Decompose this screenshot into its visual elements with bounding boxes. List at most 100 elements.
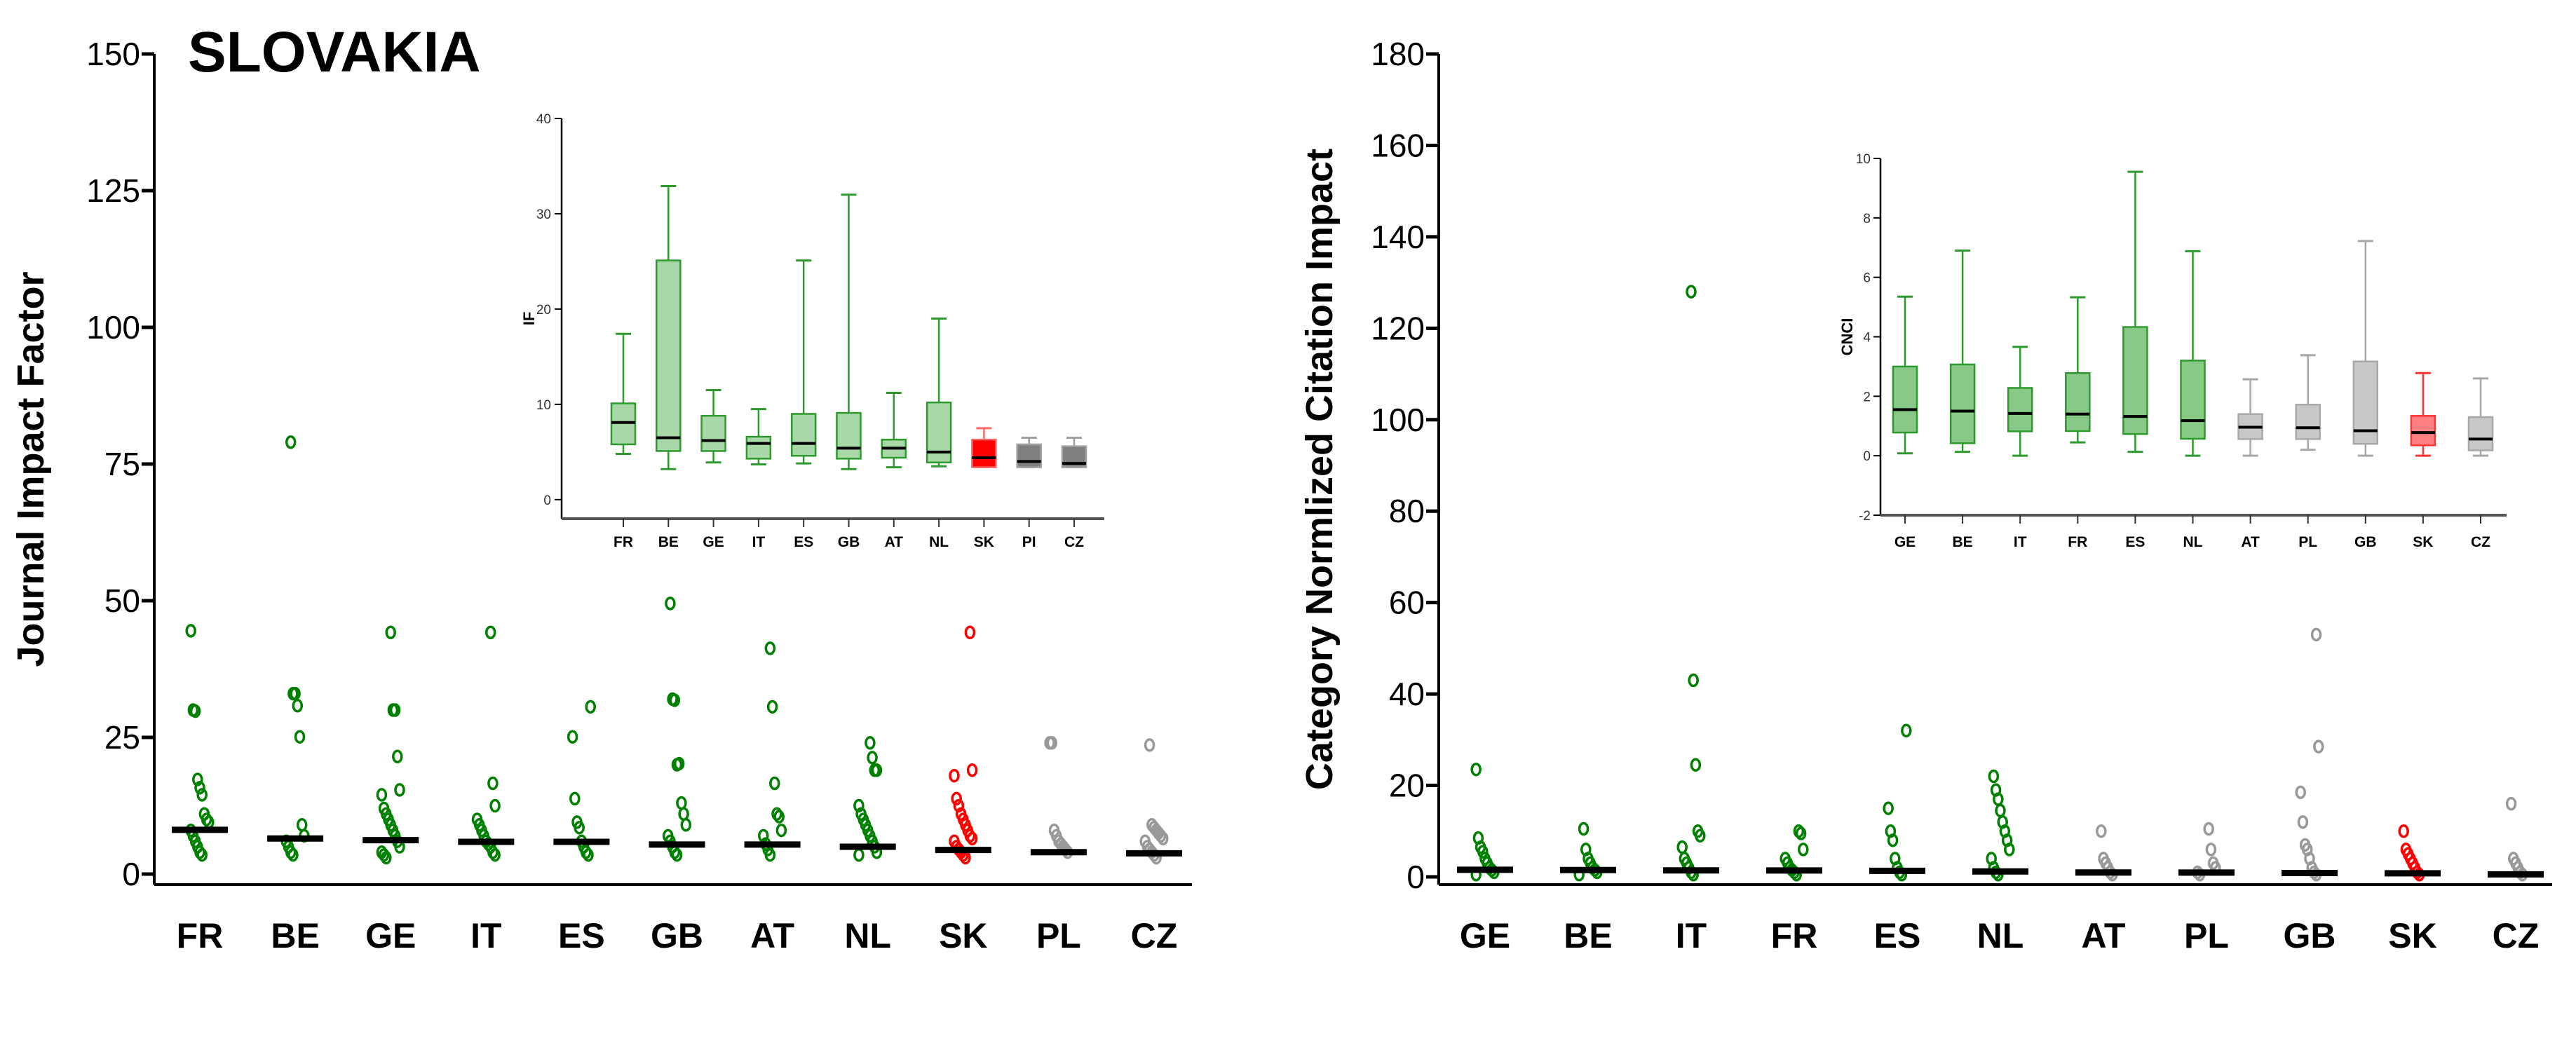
data-point	[680, 818, 692, 832]
y-axis-title: IF	[520, 312, 538, 326]
data-point	[1995, 803, 2006, 818]
x-tick-label: NL	[1977, 916, 2024, 955]
data-point	[769, 776, 780, 791]
data-point	[1901, 723, 1912, 738]
x-tick-label: GE	[1460, 916, 1510, 955]
data-point	[385, 625, 396, 639]
chart-title: SLOVAKIA	[188, 20, 481, 84]
data-point	[392, 749, 403, 764]
data-point	[189, 704, 201, 718]
box	[790, 413, 817, 457]
x-tick-label: FR	[177, 916, 224, 955]
y-tick-label: 40	[536, 112, 551, 127]
y-tick-label: 40	[1389, 676, 1425, 712]
x-tick-label: SK	[2413, 534, 2433, 550]
box	[745, 435, 772, 460]
y-tick-label: 75	[104, 446, 140, 482]
y-tick-label: 0	[543, 493, 551, 508]
x-tick-label: CZ	[2493, 916, 2540, 955]
data-point	[764, 847, 776, 862]
data-point	[964, 625, 976, 639]
data-point	[1887, 833, 1899, 847]
x-tick-label: PL	[1036, 916, 1081, 955]
data-point	[2313, 739, 2324, 754]
data-point	[1578, 822, 1589, 836]
data-point	[487, 776, 499, 791]
x-tick-label: PI	[1022, 534, 1036, 550]
y-tick-label: 100	[86, 309, 140, 346]
y-tick-label: 60	[1389, 585, 1425, 621]
data-point	[194, 781, 205, 795]
data-point	[966, 763, 978, 777]
y-tick-label: 10	[1856, 152, 1871, 167]
y-tick-label: 0	[1406, 859, 1425, 895]
data-point	[1883, 801, 1894, 815]
data-point	[2203, 822, 2214, 836]
data-point	[671, 847, 683, 862]
box	[1016, 443, 1042, 468]
x-tick-label: CZ	[1131, 916, 1178, 955]
box	[1949, 363, 1976, 444]
y-tick-label: 160	[1371, 127, 1425, 163]
y-tick-label: 0	[1863, 449, 1871, 464]
data-point	[294, 730, 306, 744]
box	[700, 414, 726, 452]
box	[971, 438, 997, 468]
data-point	[1988, 769, 2000, 784]
x-tick-label: BE	[271, 916, 319, 955]
x-tick-label: GB	[651, 916, 703, 955]
data-point	[394, 783, 405, 797]
data-point	[678, 807, 689, 821]
data-point	[1688, 673, 1699, 688]
box	[926, 401, 952, 464]
x-tick-label: SK	[2388, 916, 2436, 955]
y-tick-label: 20	[1389, 768, 1425, 804]
x-tick-label: CZ	[2471, 534, 2490, 550]
data-point	[2004, 843, 2015, 857]
data-point	[2505, 796, 2517, 811]
x-tick-label: GB	[2284, 916, 2336, 955]
cnci-inset-chart: -2 0 2 4 6 8 10 CNCI GE BE IT FR ES NL AT PL GB SK CZ	[1838, 152, 2507, 550]
x-tick-label: FR	[1771, 916, 1818, 955]
data-point	[196, 788, 208, 802]
y-tick-label: 120	[1371, 310, 1425, 346]
data-point	[1676, 840, 1688, 854]
box	[2295, 403, 2321, 440]
box	[2467, 416, 2494, 451]
y-tick-label: 30	[536, 207, 551, 222]
x-tick-label: AT	[750, 916, 794, 955]
data-point	[764, 641, 776, 655]
data-point	[853, 798, 865, 813]
data-point	[489, 847, 501, 862]
data-point	[2310, 627, 2322, 642]
data-point	[192, 772, 203, 786]
x-tick-label: AT	[885, 534, 904, 550]
y-tick-label: 6	[1863, 271, 1871, 286]
if-inset-chart: 0 10 20 30 40 IF FR BE GE IT ES GB AT NL SK PI CZ	[520, 112, 1104, 550]
box	[2410, 415, 2436, 446]
data-point	[673, 756, 685, 771]
data-point	[2398, 824, 2409, 838]
x-tick-label: NL	[2183, 534, 2203, 550]
box	[836, 411, 862, 460]
data-point	[1795, 826, 1807, 840]
data-point	[583, 847, 594, 862]
data-point	[569, 791, 581, 806]
y-tick-label: 50	[104, 582, 140, 619]
x-tick-label: IT	[1676, 916, 1707, 955]
y-tick-label: 80	[1389, 493, 1425, 529]
box	[1892, 365, 1918, 434]
y-tick-label: 2	[1863, 390, 1871, 404]
y-tick-label: 125	[86, 172, 140, 209]
data-point	[203, 815, 215, 829]
box	[656, 259, 682, 452]
data-point	[676, 796, 687, 810]
y-axis-title: Category Normlized Citation Impact	[1299, 149, 1341, 790]
data-point	[865, 736, 876, 750]
data-point	[574, 820, 585, 835]
data-point	[285, 435, 297, 449]
data-point	[951, 791, 962, 806]
x-tick-label: IT	[752, 534, 766, 550]
data-point	[1690, 758, 1702, 772]
